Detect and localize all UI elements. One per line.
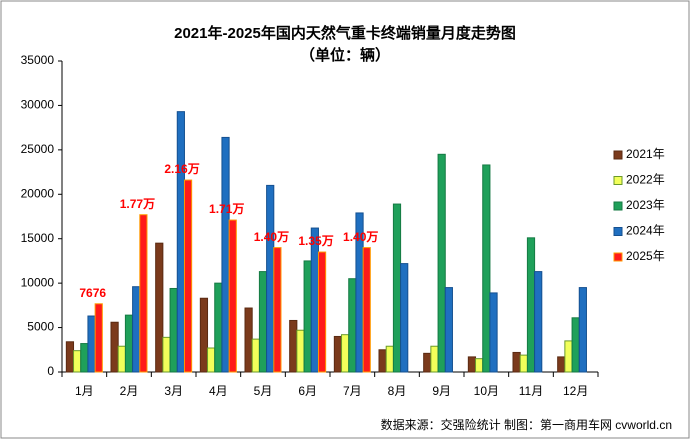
bar [80,343,89,373]
bar [310,227,319,373]
y-tick-label: 30000 [21,98,55,112]
legend-label: 2025年 [626,249,665,263]
bar [348,278,357,373]
data-label: 1.35万 [298,234,333,248]
data-label: 1.77万 [120,197,155,211]
x-tick-label: 5月 [254,384,273,398]
bar [296,329,305,373]
data-label: 1.40万 [343,230,378,244]
bar [444,287,453,373]
bar [489,292,498,373]
bar [117,345,126,373]
bar [169,287,178,373]
bar [73,350,82,373]
legend-label: 2021年 [626,147,665,161]
bar [258,271,268,373]
x-tick-label: 12月 [563,384,588,398]
bar [65,341,75,373]
y-tick-label: 20000 [21,186,55,200]
x-tick-label: 10月 [474,384,499,398]
y-tick-label: 15000 [21,231,55,245]
bar [155,242,164,373]
legend-swatch [613,201,623,211]
bar [139,214,148,373]
bar [519,354,528,373]
y-tick-label: 25000 [21,142,55,156]
bar [317,251,327,373]
legend-swatch [613,227,623,236]
bar [244,307,253,373]
x-tick-label: 1月 [75,384,94,398]
bar [512,351,521,373]
y-tick-label: 5000 [27,320,54,334]
legend-swatch [613,176,623,185]
bar [392,203,402,373]
bar [228,219,237,373]
x-tick-label: 3月 [164,384,183,398]
legend-swatch [613,150,623,160]
bar [534,271,543,373]
source: 数据来源：交强险统计 制图：第一商用车网 cvworld.cn [381,417,672,432]
legend-label: 2022年 [626,173,665,187]
bar [467,356,477,373]
bar [183,179,193,373]
bar [378,349,387,373]
y-tick-label: 10000 [21,275,55,289]
x-tick-label: 11月 [519,384,543,398]
legend-swatch [613,252,623,262]
data-label: 1.40万 [254,230,289,244]
bar [162,336,171,373]
x-tick-label: 6月 [298,384,317,398]
bar [578,287,587,373]
bar [362,247,371,373]
bar [221,136,230,373]
bar [571,317,580,373]
bar [251,338,260,373]
bar [94,303,103,373]
chart-subtitle: （单位：辆） [300,46,390,64]
x-tick-label: 7月 [343,384,362,398]
bar [266,184,275,373]
bar [273,247,282,373]
bar [303,260,312,373]
y-tick-label: 0 [47,364,54,378]
y-tick-label: 35000 [21,53,55,67]
bar [214,282,223,373]
bar [132,286,141,373]
x-tick-label: 2月 [120,384,139,398]
bar [385,345,394,373]
bar [110,321,119,373]
bar [341,334,350,373]
bar [207,347,216,373]
bar [423,352,432,373]
bar [475,358,484,373]
x-tick-label: 8月 [388,384,407,398]
bar [289,319,298,373]
chart-title: 2021年-2025年国内天然气重卡终端销量月度走势图 [174,24,516,42]
bar [87,315,96,373]
data-label: 1.71万 [209,202,244,216]
bar [124,314,134,373]
bar [333,335,343,373]
bar [557,356,566,373]
bar [430,345,439,373]
data-label: 7676 [79,286,106,300]
bar [176,111,185,373]
bar [199,297,209,373]
bar [400,263,409,373]
bar [437,153,446,373]
data-label: 2.16万 [164,162,199,176]
bar [482,164,491,373]
bar [526,237,536,373]
x-tick-label: 4月 [209,384,228,398]
legend-label: 2024年 [626,224,665,238]
legend-label: 2023年 [626,198,665,212]
x-tick-label: 9月 [432,384,451,398]
bar [564,340,573,373]
